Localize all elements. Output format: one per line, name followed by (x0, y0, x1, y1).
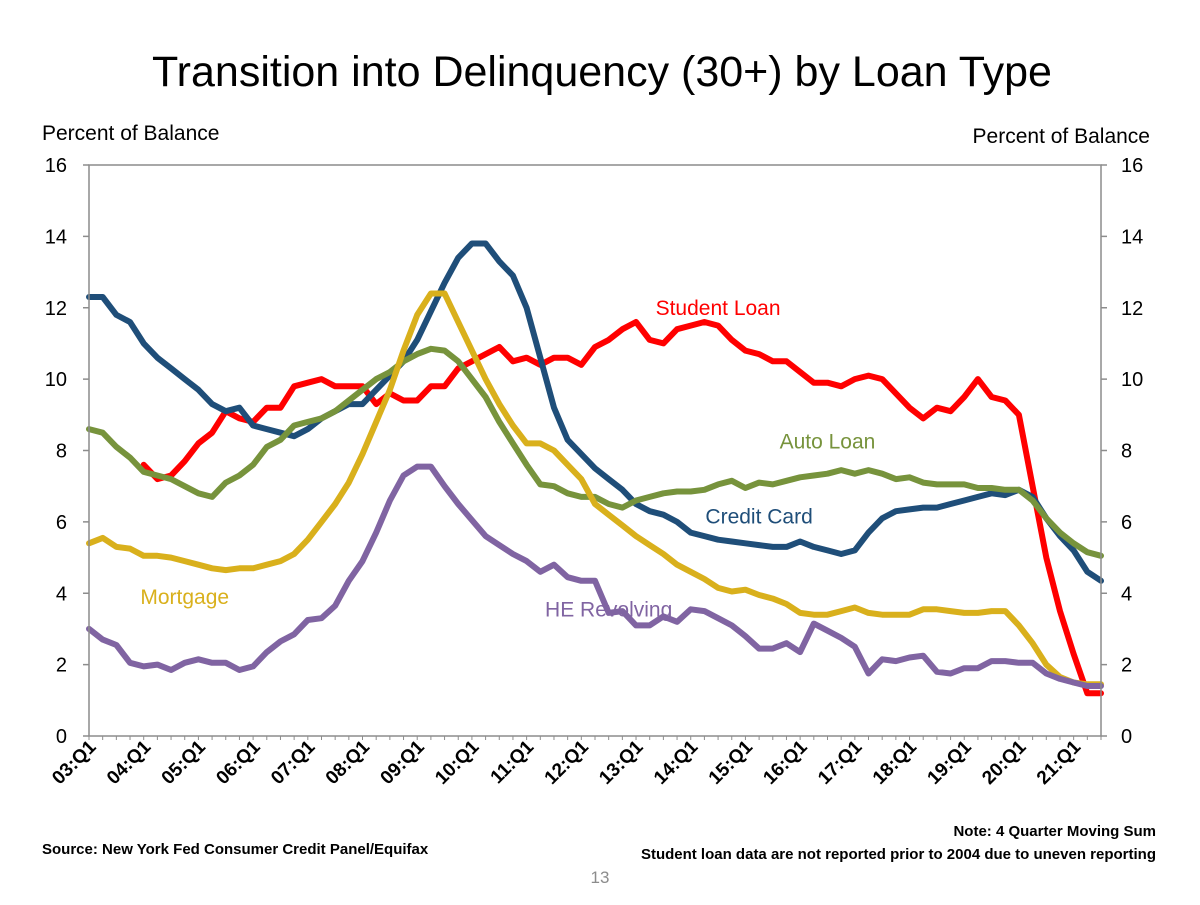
x-tick-label: 21:Q1 (1033, 736, 1085, 788)
x-tick-label: 09:Q1 (377, 736, 429, 788)
y-tick-label-right: 12 (1121, 298, 1143, 320)
x-tick-label: 04:Q1 (103, 736, 155, 788)
series-label-he-revolving: HE Revolving (545, 598, 672, 621)
y-tick-label-right: 6 (1121, 512, 1132, 534)
x-tick-label: 17:Q1 (814, 736, 866, 788)
x-tick-label: 16:Q1 (759, 736, 811, 788)
x-tick-label: 18:Q1 (869, 736, 921, 788)
moving-sum-note: Note: 4 Quarter Moving Sum (953, 823, 1156, 840)
y-tick-label-right: 0 (1121, 726, 1132, 748)
y-tick-label-left: 0 (56, 726, 67, 748)
x-tick-label: 08:Q1 (322, 736, 374, 788)
x-tick-label: 13:Q1 (595, 736, 647, 788)
x-axis: 03:Q1 04:Q1 05:Q1 06:Q1 07:Q1 08:Q1 09:Q1 10:Q1… (48, 736, 1102, 789)
y-tick-label-right: 16 (1121, 155, 1143, 177)
x-tick-label: 12:Q1 (541, 736, 593, 788)
source-note: Source: New York Fed Consumer Credit Pan… (42, 841, 429, 858)
series-line-he-revolving (86, 463, 1104, 689)
y-axis-label-right: Percent of Balance (973, 125, 1150, 148)
y-tick-label-right: 10 (1121, 369, 1143, 391)
y-tick-label-left: 12 (45, 298, 67, 320)
x-tick-label: 19:Q1 (924, 736, 976, 788)
chart-title: Transition into Delinquency (30+) by Loa… (152, 48, 1052, 96)
y-tick-label-left: 14 (45, 226, 67, 248)
y-tick-label-right: 4 (1121, 583, 1132, 605)
series-lines (86, 240, 1104, 697)
y-tick-label-right: 14 (1121, 226, 1143, 248)
page-number: 13 (591, 868, 610, 887)
series-label-mortgage: Mortgage (140, 586, 229, 609)
plot-area-frame (88, 164, 1102, 737)
y-tick-label-left: 4 (56, 583, 67, 605)
y-tick-label-left: 6 (56, 512, 67, 534)
x-tick-label: 15:Q1 (705, 736, 757, 788)
x-tick-label: 11:Q1 (487, 736, 539, 788)
y-tick-label-right: 2 (1121, 655, 1132, 677)
student-loan-note: Student loan data are not reported prior… (641, 846, 1156, 863)
x-tick-label: 14:Q1 (650, 736, 702, 788)
y-tick-label-left: 2 (56, 655, 67, 677)
series-line-student-loan (140, 319, 1104, 697)
x-tick-label: 10:Q1 (431, 736, 483, 788)
series-labels: Student Loan Auto Loan Credit Card Mortgage… (140, 297, 875, 622)
x-tick-label: 06:Q1 (212, 736, 264, 788)
series-line-mortgage (86, 290, 1104, 688)
y-tick-label-left: 10 (45, 369, 67, 391)
y-axis-label-left: Percent of Balance (42, 122, 219, 145)
series-line-auto-loan (86, 345, 1104, 559)
y-tick-label-left: 8 (56, 441, 67, 463)
x-tick-label: 20:Q1 (978, 736, 1030, 788)
y-tick-label-right: 8 (1121, 441, 1132, 463)
series-line-credit-card (86, 240, 1104, 584)
series-label-credit-card: Credit Card (705, 506, 812, 529)
x-tick-label: 05:Q1 (158, 736, 210, 788)
y-axis-right: 0 2 4 6 8 10 12 14 16 (1101, 155, 1143, 748)
y-axis-left: 0 2 4 6 8 10 12 14 16 (45, 155, 89, 748)
series-label-student-loan: Student Loan (656, 297, 781, 320)
series-label-auto-loan: Auto Loan (780, 431, 876, 454)
x-tick-label: 07:Q1 (267, 736, 319, 788)
y-tick-label-left: 16 (45, 155, 67, 177)
